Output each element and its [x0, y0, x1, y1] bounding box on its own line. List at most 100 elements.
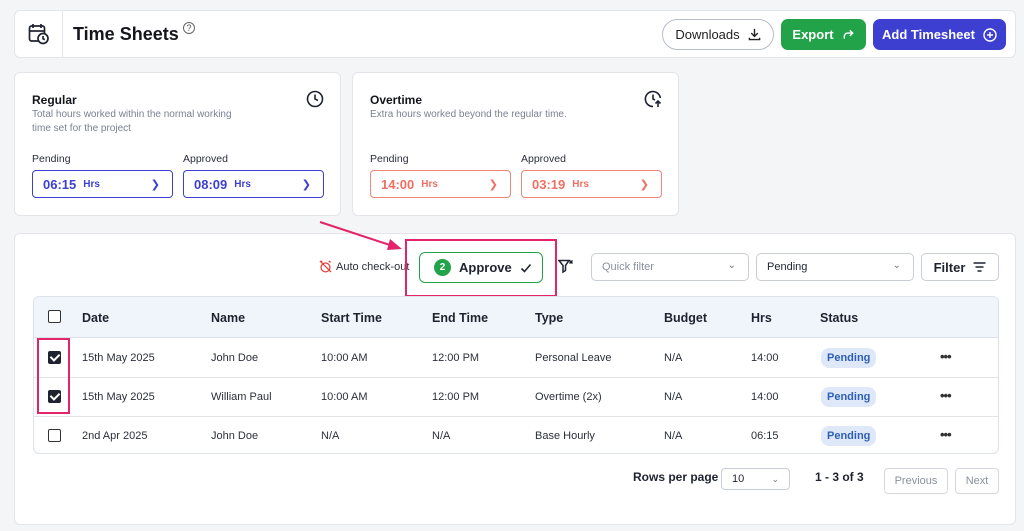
next-button[interactable]: Next [955, 468, 999, 494]
chevron-down-icon: ⌄ [771, 474, 779, 484]
cell-hrs: 14:00 [751, 391, 779, 403]
cell-name: William Paul [211, 391, 272, 403]
row-checkbox[interactable] [48, 390, 61, 403]
clear-filter-icon[interactable] [557, 259, 574, 279]
page-title: Time Sheets [73, 24, 179, 44]
export-button[interactable]: Export [781, 19, 866, 50]
cell-type: Personal Leave [535, 352, 612, 364]
quick-filter-placeholder: Quick filter [602, 261, 654, 273]
page-header: Time Sheets ? Downloads Export Add Times… [14, 10, 1016, 58]
cell-budget: N/A [664, 352, 683, 364]
chevron-right-icon: ❯ [488, 179, 498, 191]
cell-end-time: 12:00 PM [432, 391, 480, 403]
downloads-label: Downloads [675, 27, 740, 42]
approved-label: Approved [183, 153, 228, 165]
filter-lines-icon [973, 262, 986, 272]
cell-date: 2nd Apr 2025 [82, 430, 148, 442]
cell-hrs: 14:00 [751, 352, 779, 364]
column-header-date: Date [82, 311, 110, 325]
regular-approved-value: 08:09 [194, 176, 228, 192]
cell-type: Overtime (2x) [535, 391, 602, 403]
cell-type: Base Hourly [535, 430, 595, 442]
column-header-name: Name [211, 311, 246, 325]
hrs-unit: Hrs [83, 178, 100, 190]
help-icon[interactable]: ? [183, 22, 195, 34]
chevron-down-icon: ⌄ [727, 260, 736, 271]
select-all-checkbox[interactable] [48, 310, 61, 323]
hrs-unit: Hrs [234, 178, 251, 190]
download-icon [748, 28, 760, 41]
cell-end-time: 12:00 PM [432, 352, 480, 364]
chevron-right-icon: ❯ [639, 179, 649, 191]
share-arrow-icon [843, 29, 854, 39]
previous-button[interactable]: Previous [884, 468, 948, 494]
alarm-off-icon [319, 260, 332, 273]
auto-checkout-label: Auto check-out [336, 260, 410, 273]
table-row[interactable]: 2nd Apr 2025 John Doe N/A N/A Base Hourl… [34, 417, 998, 453]
approve-button[interactable]: 2 Approve [419, 252, 543, 283]
status-filter-value: Pending [767, 261, 808, 273]
status-filter-select[interactable]: Pending ⌄ [756, 253, 914, 281]
approved-label: Approved [521, 153, 566, 165]
column-header-type: Type [535, 311, 564, 325]
column-header-status: Status [820, 311, 859, 325]
export-label: Export [792, 27, 834, 42]
cell-name: John Doe [211, 352, 259, 364]
downloads-button[interactable]: Downloads [662, 19, 774, 50]
overtime-pending-value: 14:00 [381, 176, 415, 192]
regular-approved-box[interactable]: 08:09 Hrs ❯ [183, 170, 324, 198]
overtime-approved-box[interactable]: 03:19 Hrs ❯ [521, 170, 662, 198]
pagination-range: 1 - 3 of 3 [815, 470, 864, 484]
cell-date: 15th May 2025 [82, 352, 155, 364]
add-timesheet-label: Add Timesheet [882, 27, 975, 42]
clock-arrow-up-icon [644, 90, 662, 113]
more-options-icon[interactable]: ••• [940, 427, 952, 442]
card-title: Overtime [370, 93, 423, 107]
row-checkbox[interactable] [48, 429, 61, 442]
cell-budget: N/A [664, 391, 683, 403]
column-header-start-time: Start Time [321, 311, 382, 325]
overtime-pending-box[interactable]: 14:00 Hrs ❯ [370, 170, 511, 198]
quick-filter-select[interactable]: Quick filter ⌄ [591, 253, 749, 281]
check-icon [520, 263, 531, 273]
cell-start-time: N/A [321, 430, 340, 442]
selected-count-badge: 2 [434, 259, 451, 276]
filter-button[interactable]: Filter [921, 253, 999, 281]
filter-label: Filter [933, 259, 966, 275]
hrs-unit: Hrs [421, 178, 438, 190]
column-header-end-time: End Time [432, 311, 489, 325]
pending-label: Pending [32, 153, 71, 165]
approve-label: Approve [459, 260, 512, 275]
timesheet-table: Date Name Start Time End Time Type Budge… [33, 296, 999, 454]
cell-start-time: 10:00 AM [321, 352, 368, 364]
cell-end-time: N/A [432, 430, 451, 442]
rows-per-page-value: 10 [732, 473, 745, 485]
highlight-box [37, 338, 70, 414]
plus-circle-icon [983, 27, 997, 42]
timesheet-panel: Auto check-out 2 Approve Quick filter ⌄ … [14, 233, 1016, 525]
cell-name: John Doe [211, 430, 259, 442]
regular-pending-value: 06:15 [43, 176, 77, 192]
calendar-clock-icon [15, 11, 63, 57]
rows-per-page-select[interactable]: 10 ⌄ [721, 468, 790, 490]
auto-checkout-toggle[interactable]: Auto check-out [319, 260, 409, 273]
table-header: Date Name Start Time End Time Type Budge… [34, 297, 998, 338]
more-options-icon[interactable]: ••• [940, 349, 952, 364]
card-description: Total hours worked within the normal wor… [32, 109, 232, 134]
cell-hrs: 06:15 [751, 430, 779, 442]
add-timesheet-button[interactable]: Add Timesheet [873, 19, 1006, 50]
row-checkbox[interactable] [48, 351, 61, 364]
card-title: Regular [32, 93, 77, 107]
table-row[interactable]: 15th May 2025 John Doe 10:00 AM 12:00 PM… [34, 339, 998, 378]
rows-per-page-label: Rows per page [633, 470, 719, 484]
cell-budget: N/A [664, 430, 683, 442]
column-header-budget: Budget [664, 311, 708, 325]
hrs-unit: Hrs [572, 178, 589, 190]
chevron-right-icon: ❯ [301, 179, 311, 191]
table-row[interactable]: 15th May 2025 William Paul 10:00 AM 12:0… [34, 378, 998, 417]
cell-start-time: 10:00 AM [321, 391, 368, 403]
cell-date: 15th May 2025 [82, 391, 155, 403]
regular-pending-box[interactable]: 06:15 Hrs ❯ [32, 170, 173, 198]
column-header-hrs: Hrs [751, 311, 772, 325]
more-options-icon[interactable]: ••• [940, 388, 952, 403]
